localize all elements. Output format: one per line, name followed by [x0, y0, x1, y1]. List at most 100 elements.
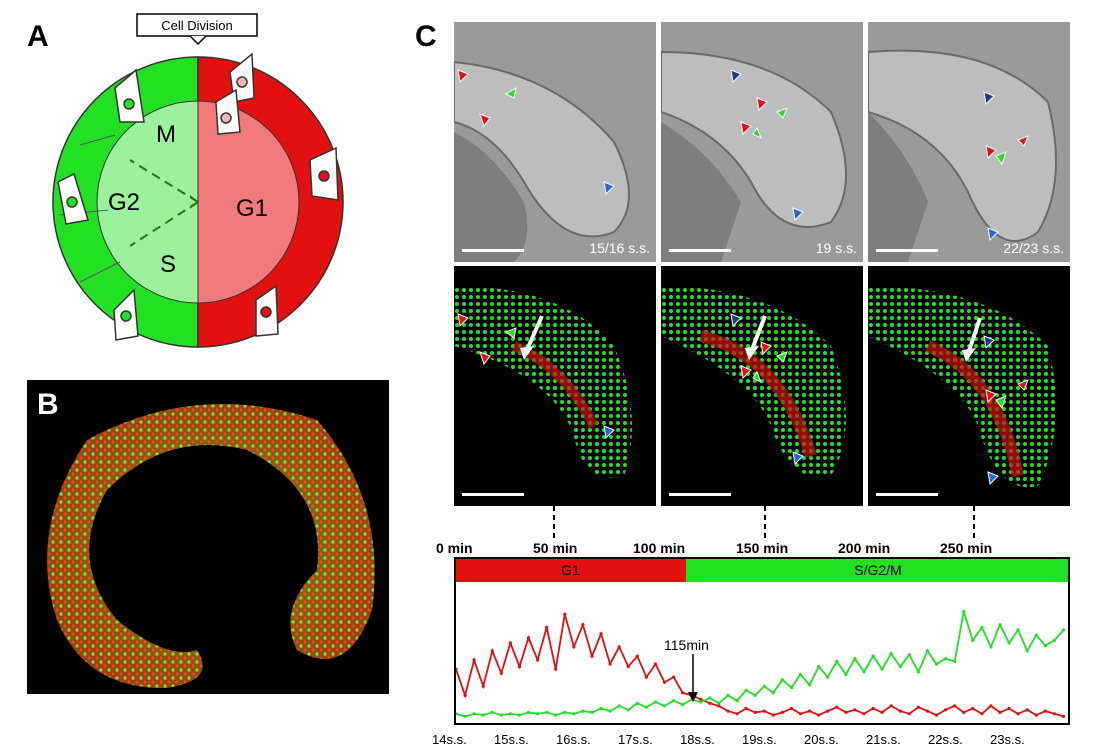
- phase-label-s: S: [160, 251, 176, 278]
- data-point: [735, 712, 739, 716]
- data-point: [744, 688, 748, 692]
- data-point: [808, 683, 812, 687]
- x-tick-label: 19s.s.: [742, 732, 777, 747]
- panel-letter-a: A: [27, 20, 49, 53]
- annotation-arrow: [688, 654, 698, 702]
- data-point: [1007, 641, 1011, 645]
- data-point: [1025, 649, 1029, 653]
- data-point: [590, 654, 594, 658]
- scale-bar: [462, 493, 524, 496]
- data-point: [456, 667, 458, 671]
- data-point: [644, 675, 648, 679]
- data-point: [853, 657, 857, 661]
- data-point: [762, 684, 766, 688]
- minute-tick: 0 min: [436, 540, 473, 556]
- data-point: [798, 672, 803, 677]
- brightfield-frame-3: 22/23 s.s.: [868, 22, 1070, 262]
- data-point: [862, 712, 866, 716]
- phase-bar-sg2m: S/G2/M: [686, 558, 1070, 582]
- data-point: [971, 638, 975, 642]
- data-point: [934, 662, 939, 666]
- data-point: [953, 704, 957, 708]
- data-point: [545, 710, 549, 714]
- data-point: [653, 662, 658, 666]
- data-point: [536, 712, 540, 716]
- data-point: [898, 709, 902, 713]
- cell-cycle-diagram: Cell Division M G2 S G1: [52, 13, 344, 348]
- data-point: [554, 713, 558, 717]
- data-point: [608, 662, 612, 666]
- data-point: [817, 665, 821, 669]
- data-point: [481, 713, 485, 717]
- data-point: [526, 636, 531, 640]
- data-point: [789, 686, 794, 690]
- data-point: [672, 675, 676, 679]
- data-point: [817, 713, 821, 717]
- data-point: [1034, 713, 1038, 717]
- x-tick-label: 14s.s.: [432, 732, 467, 747]
- data-point: [508, 641, 512, 645]
- data-point: [635, 701, 639, 705]
- minute-tick: 250 min: [940, 540, 993, 556]
- data-point: [626, 665, 630, 669]
- data-point: [517, 713, 522, 717]
- data-point: [644, 705, 648, 709]
- minute-tick: 200 min: [838, 540, 891, 556]
- data-point: [662, 680, 667, 684]
- x-tick-label: 16s.s.: [556, 732, 591, 747]
- data-point: [989, 645, 993, 649]
- scale-bar: [876, 493, 938, 496]
- data-point: [808, 709, 812, 713]
- data-point: [581, 709, 585, 713]
- fluorescence-frame-2: [661, 266, 863, 506]
- data-point: [735, 699, 739, 703]
- data-point: [472, 712, 476, 716]
- x-tick-label: 22s.s.: [928, 732, 963, 747]
- data-point: [944, 708, 948, 712]
- data-point: [590, 710, 594, 714]
- data-point: [880, 710, 884, 714]
- data-point: [499, 713, 503, 717]
- data-point: [563, 612, 567, 616]
- cell-icon: [114, 68, 145, 123]
- brightfield-frame-2: 19 s.s.: [661, 22, 863, 262]
- fluorescence-frame-1: [454, 266, 656, 506]
- data-point: [581, 623, 585, 627]
- data-point: [681, 691, 685, 695]
- data-point: [916, 670, 920, 674]
- minute-tick: 50 min: [533, 540, 578, 556]
- data-point: [599, 632, 603, 636]
- cell-cycle-chart: [456, 610, 1066, 718]
- scale-bar: [876, 249, 938, 252]
- data-point: [871, 706, 875, 711]
- data-point: [971, 706, 975, 711]
- data-point: [681, 703, 685, 707]
- x-tick-label: 17s.s.: [618, 732, 653, 747]
- data-point: [726, 709, 730, 713]
- scale-bar: [669, 249, 731, 252]
- data-point: [835, 659, 839, 663]
- data-point: [1025, 708, 1029, 712]
- x-tick-label: 20s.s.: [804, 732, 839, 747]
- data-point: [708, 701, 712, 705]
- data-point: [780, 710, 784, 714]
- scale-bar: [462, 249, 524, 252]
- data-point: [517, 665, 522, 669]
- phase-label-m: M: [156, 121, 176, 148]
- data-point: [717, 701, 721, 705]
- data-point: [989, 704, 993, 708]
- cell-icon: [57, 172, 89, 225]
- data-point: [753, 710, 757, 714]
- data-point: [554, 667, 558, 671]
- data-point: [953, 659, 957, 663]
- data-point: [925, 709, 930, 713]
- data-point: [998, 710, 1002, 714]
- series-line-0: [456, 613, 1064, 718]
- data-point: [490, 649, 494, 653]
- cell-icon: [255, 284, 279, 337]
- data-point: [1061, 714, 1066, 718]
- data-point: [826, 709, 830, 713]
- data-point: [862, 670, 866, 674]
- data-point: [662, 704, 667, 708]
- data-point: [871, 654, 875, 658]
